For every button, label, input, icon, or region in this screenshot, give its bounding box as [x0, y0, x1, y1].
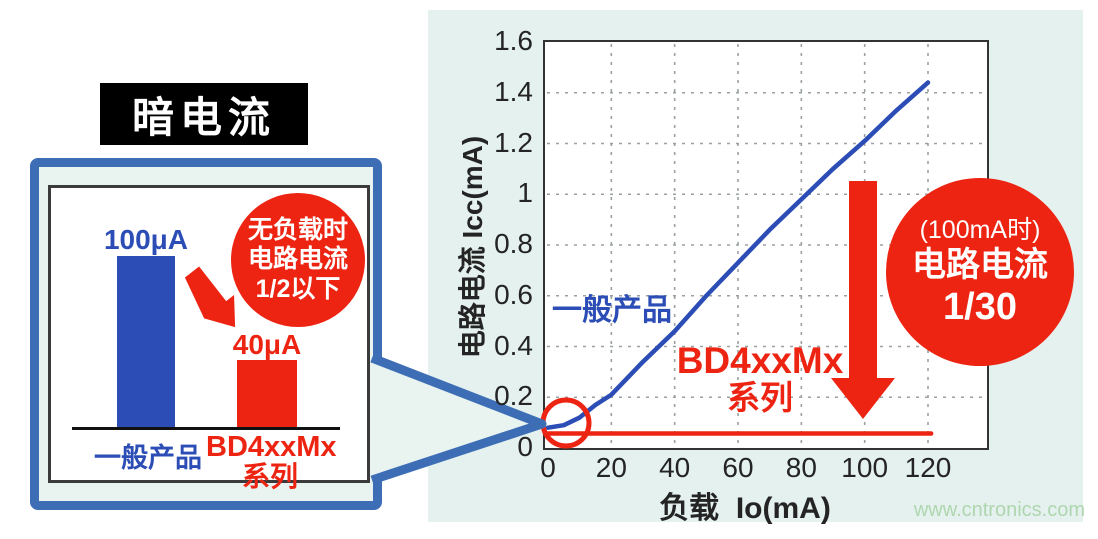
bar-general-products — [117, 256, 175, 427]
series-label-bd4xxmx-line2: 系列 — [727, 378, 793, 416]
bar-general-name-label: 一般产品 — [94, 443, 202, 473]
y-tick-label-0.2: 0.2 — [494, 380, 533, 412]
y-tick-label-0.6: 0.6 — [494, 278, 533, 310]
chart-badge-line2: 电路电流 — [912, 245, 1048, 284]
x-tick-label-40: 40 — [659, 452, 691, 483]
x-tick-label-100: 100 — [841, 452, 889, 483]
inset-title-box: 暗电流 — [100, 83, 308, 145]
series-label-bd4xxmx-line1: BD4xxMx — [676, 340, 844, 381]
y-tick-label-1.4: 1.4 — [494, 75, 533, 107]
bar-general-value-label: 100μA — [103, 224, 189, 255]
x-tick-label-80: 80 — [785, 452, 817, 483]
x-axis-title: 负载 Io(mA) — [659, 492, 831, 525]
y-tick-label-1: 1 — [517, 177, 533, 209]
series-label-general: 一般产品 — [552, 294, 672, 327]
inset-badge: 无负载时 电路电流 1/2以下 — [231, 193, 365, 327]
x-tick-label-0: 0 — [540, 452, 556, 483]
bar-bd-name-line2: 系列 — [241, 461, 298, 492]
bar-bd4xxmx-series — [237, 360, 297, 427]
bar-bd-value-label: 40μA — [232, 329, 302, 360]
x-tick-label-20: 20 — [595, 452, 627, 483]
watermark: www.cntronics.com — [913, 499, 1085, 521]
y-tick-label-1.2: 1.2 — [494, 126, 533, 158]
inset-badge-line2: 电路电流 — [247, 245, 348, 274]
chart-badge-line1: (100mA时) — [919, 215, 1041, 244]
inset-title: 暗电流 — [131, 93, 276, 141]
y-tick-label-0.4: 0.4 — [494, 329, 533, 361]
inset-baseline — [72, 427, 340, 430]
chart-badge: (100mA时) 电路电流 1/30 — [886, 178, 1074, 366]
x-tick-label-60: 60 — [722, 452, 754, 483]
bar-bd-name-label: BD4xxMx 系列 — [206, 431, 337, 492]
x-tick-label-120: 120 — [904, 452, 952, 483]
series-label-bd4xxmx: BD4xxMx 系列 — [660, 340, 860, 416]
y-tick-label-0.8: 0.8 — [494, 228, 533, 259]
chart-badge-line3: 1/30 — [943, 285, 1017, 328]
inset-badge-line3: 1/2以下 — [255, 274, 341, 303]
bar-bd-name-line1: BD4xxMx — [206, 431, 337, 463]
inset-badge-line1: 无负载时 — [247, 215, 348, 244]
y-tick-label-0: 0 — [517, 431, 533, 462]
y-tick-label-1.6: 1.6 — [494, 25, 533, 56]
